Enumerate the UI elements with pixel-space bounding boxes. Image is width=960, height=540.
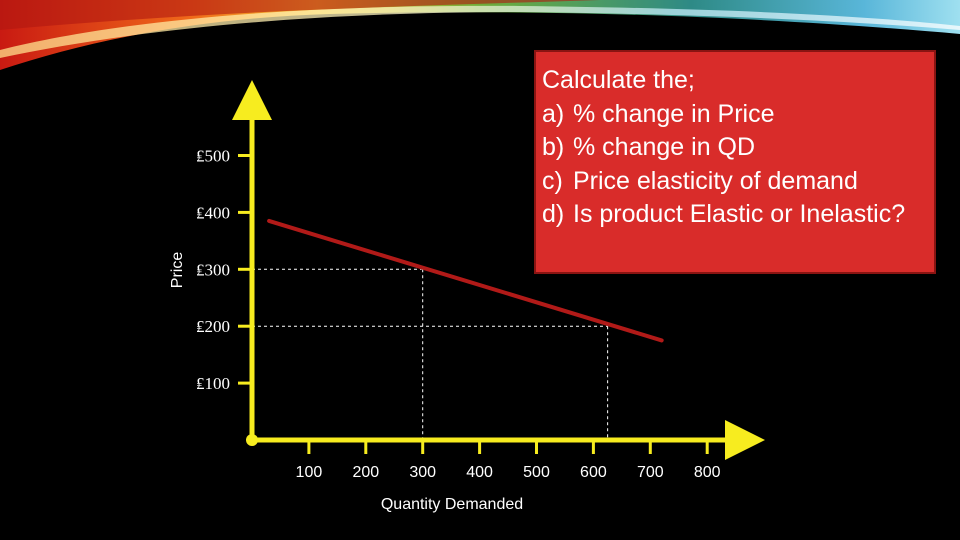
x-axis-title: Quantity Demanded — [381, 496, 523, 513]
question-item-b: b) % change in QD — [542, 131, 934, 165]
x-tick-label: 500 — [523, 464, 550, 481]
question-item-a: a) % change in Price — [542, 98, 934, 132]
question-item-text: Price elasticity of demand — [573, 166, 858, 195]
demand-series — [267, 218, 664, 343]
question-item-c: c) Price elasticity of demand — [542, 165, 934, 199]
question-item-text: % change in QD — [573, 133, 756, 161]
y-tick-label: ₤200 — [196, 317, 230, 336]
guide-lines — [252, 268, 609, 440]
y-tick-label: ₤400 — [196, 203, 230, 222]
question-heading: Calculate the; — [542, 66, 695, 94]
x-tick-label: 400 — [466, 464, 493, 481]
x-tick-label: 700 — [637, 464, 664, 481]
demand-curve — [267, 218, 664, 343]
y-axis-ticks: ₤100 ₤200 ₤300 ₤400 ₤500 — [196, 147, 252, 393]
x-axis-ticks: 100 200 300 400 500 600 700 800 — [296, 440, 721, 481]
question-item-marker: c) — [542, 166, 563, 195]
y-tick-label: ₤300 — [196, 260, 230, 279]
question-item-text: % change in Price — [573, 99, 775, 128]
x-tick-label: 600 — [580, 464, 607, 481]
question-item-text: Is product Elastic or Inelastic? — [573, 200, 906, 228]
question-box: Calculate the; a) % change in Price b) %… — [534, 50, 936, 274]
question-item-d: d) Is product Elastic or Inelastic? — [542, 198, 934, 232]
x-tick-label: 100 — [296, 464, 323, 481]
x-tick-label: 800 — [694, 464, 721, 481]
decorative-banner — [0, 0, 960, 70]
x-tick-label: 300 — [409, 464, 436, 481]
y-axis-title: Price — [169, 252, 186, 289]
question-item-marker: b) — [542, 133, 565, 161]
y-tick-label: ₤500 — [196, 147, 230, 166]
y-tick-label: ₤100 — [196, 374, 230, 393]
question-item-marker: a) — [542, 99, 565, 128]
question-item-marker: d) — [542, 200, 565, 228]
question-list: a) % change in Price b) % change in QD c… — [542, 98, 934, 232]
origin-dot — [246, 434, 258, 446]
x-tick-label: 200 — [352, 464, 379, 481]
